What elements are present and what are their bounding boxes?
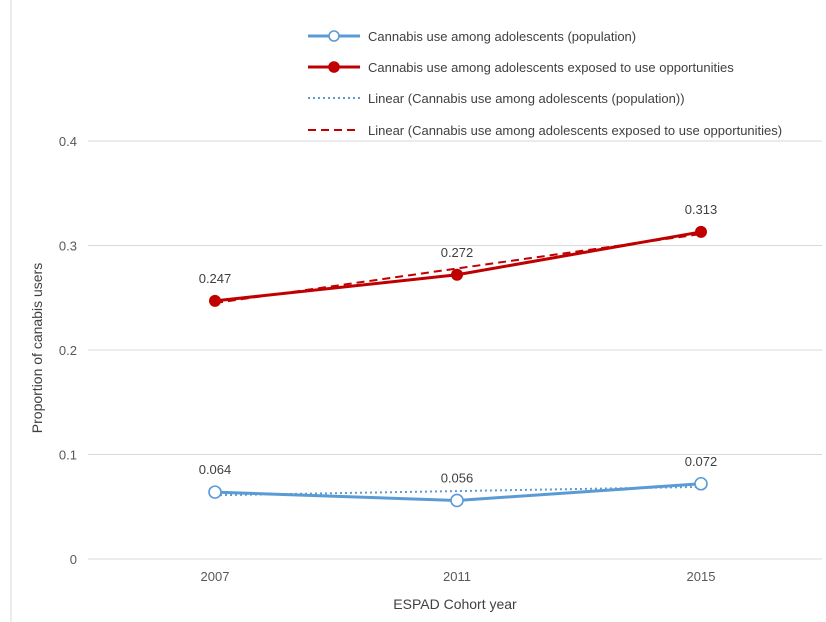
series-0-point-1 — [450, 493, 464, 508]
x-tick-label-0: 2007 — [201, 569, 230, 584]
y-tick-label-4: 0.4 — [59, 134, 77, 149]
y-tick-label-2: 0.2 — [59, 343, 77, 358]
y-tick-labels: 0 0.1 0.2 0.3 0.4 — [59, 134, 77, 567]
series-0-label-2: 0.072 — [685, 454, 718, 469]
series-0-point-0 — [208, 485, 222, 499]
data-labels: 0.064 0.056 0.072 0.247 0.272 0.313 — [199, 202, 718, 486]
legend-entry-cannabis-use-among-adolescents-population: Cannabis use among adolescents (populati… — [368, 29, 636, 44]
series-0-point-2 — [694, 476, 708, 491]
legend-entry-cannabis-use-among-adolescents-exposed-to-use-opportunities: Cannabis use among adolescents exposed t… — [368, 60, 734, 75]
x-tick-labels: 2007 2011 2015 — [201, 569, 716, 584]
y-axis-title: Proportion of canabis users — [29, 263, 45, 433]
y-tick-label-3: 0.3 — [59, 239, 77, 254]
x-tick-label-2: 2015 — [687, 569, 716, 584]
y-tick-label-0: 0 — [70, 552, 77, 567]
legend-swatch-marker-1 — [328, 61, 340, 73]
x-tick-label-1: 2011 — [443, 569, 471, 584]
series-1-point-1 — [451, 268, 463, 281]
series-1-label-0: 0.247 — [199, 271, 232, 286]
series-1-label-2: 0.313 — [685, 202, 718, 217]
legend-entry-linear-cannabis-use-among-adolescents-population: Linear (Cannabis use among adolescents (… — [368, 91, 685, 106]
gridlines — [88, 140, 822, 560]
series-0-label-1: 0.056 — [441, 470, 474, 485]
series-1-label-1: 0.272 — [441, 245, 474, 260]
series-layer — [208, 225, 708, 508]
x-axis-title: ESPAD Cohort year — [393, 596, 517, 612]
legend: Cannabis use among adolescents (populati… — [308, 29, 782, 138]
series-0-label-0: 0.064 — [199, 462, 232, 477]
y-tick-label-1: 0.1 — [59, 448, 77, 463]
legend-entry-linear-cannabis-use-among-adolescents-exposed-to-use-opportu: Linear (Cannabis use among adolescents e… — [368, 123, 782, 138]
series-1-point-2 — [695, 225, 707, 238]
series-line-3 — [214, 233, 702, 304]
legend-swatch-marker-0 — [328, 30, 340, 42]
series-line-2 — [214, 485, 702, 497]
series-1-point-0 — [209, 294, 221, 307]
